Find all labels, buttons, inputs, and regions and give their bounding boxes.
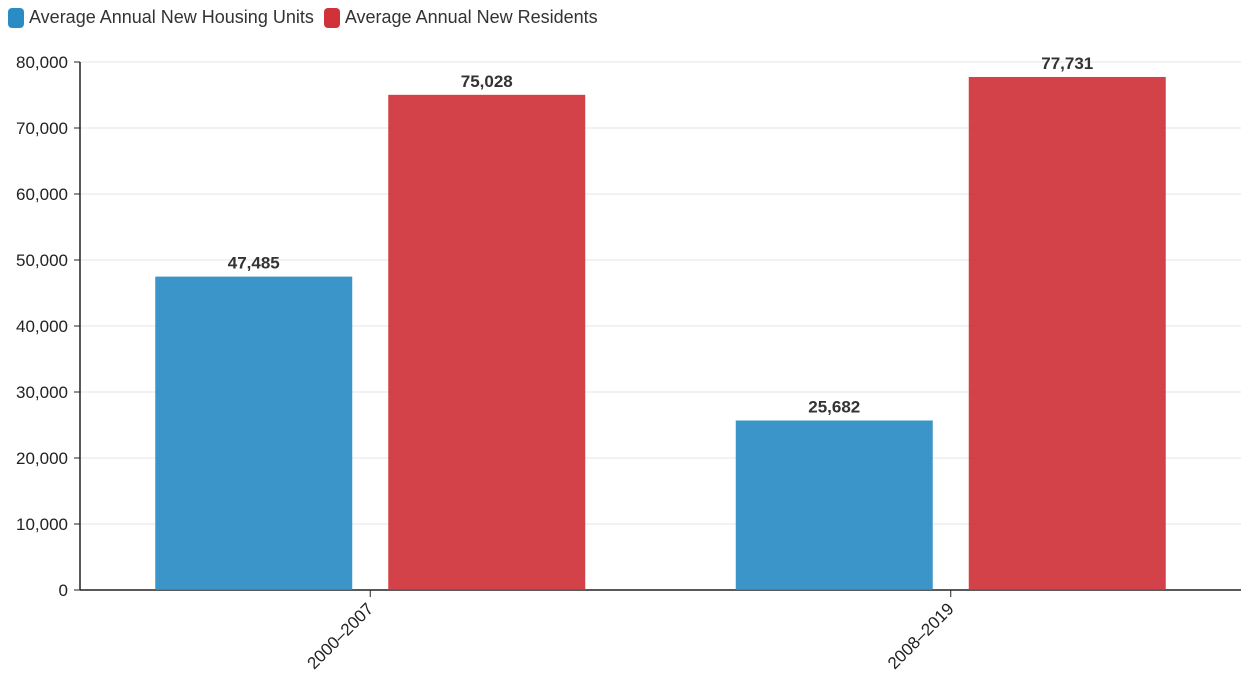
y-tick-label: 0 xyxy=(59,581,68,600)
x-tick-label: 2008–2019 xyxy=(884,599,958,673)
y-tick-label: 40,000 xyxy=(16,317,68,336)
legend-swatch-housing-units xyxy=(8,7,24,28)
data-label: 75,028 xyxy=(461,72,513,91)
data-label: 77,731 xyxy=(1041,54,1093,73)
y-tick-label: 10,000 xyxy=(16,515,68,534)
legend: Average Annual New Housing Units Average… xyxy=(8,7,598,28)
y-tick-label: 20,000 xyxy=(16,449,68,468)
data-label: 47,485 xyxy=(228,254,280,273)
legend-item-housing-units[interactable]: Average Annual New Housing Units xyxy=(8,7,314,28)
y-tick-label: 50,000 xyxy=(16,251,68,270)
y-tick-label: 30,000 xyxy=(16,383,68,402)
legend-item-new-residents[interactable]: Average Annual New Residents xyxy=(323,7,598,28)
bar xyxy=(155,276,353,590)
y-tick-label: 60,000 xyxy=(16,185,68,204)
x-tick-label: 2000–2007 xyxy=(303,599,377,673)
y-tick-label: 70,000 xyxy=(16,119,68,138)
y-tick-label: 80,000 xyxy=(16,53,68,72)
legend-swatch-new-residents xyxy=(323,7,340,28)
bar xyxy=(968,76,1166,590)
bar xyxy=(735,420,933,590)
legend-label-housing-units: Average Annual New Housing Units xyxy=(29,7,314,27)
bar xyxy=(388,94,586,591)
data-label: 25,682 xyxy=(808,397,860,416)
legend-label-new-residents: Average Annual New Residents xyxy=(344,7,598,27)
